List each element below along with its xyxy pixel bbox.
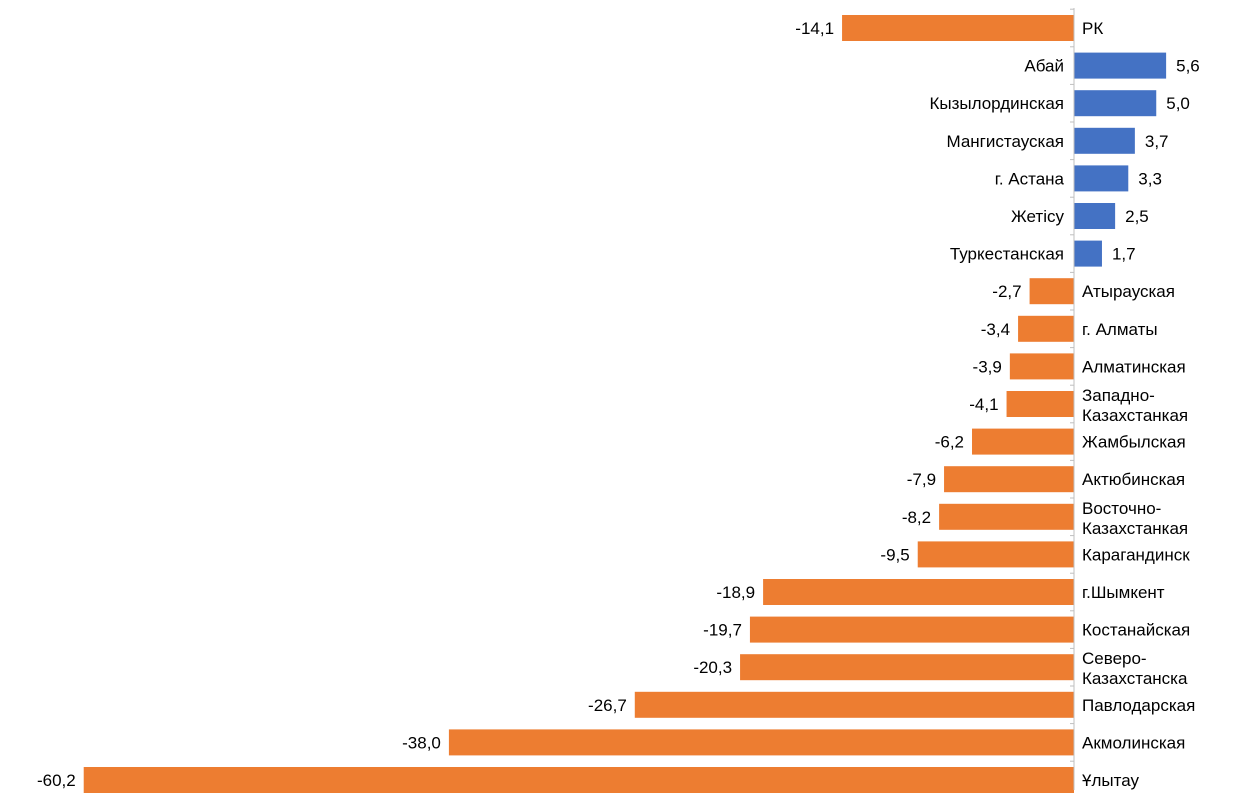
category-tick-label: Костанайская [1082, 621, 1190, 640]
data-label: -20,3 [693, 658, 732, 677]
data-label: -60,2 [37, 771, 76, 790]
category-tick-label: Абай [1024, 57, 1064, 76]
category-tick-label-line: Восточно- [1082, 499, 1161, 518]
bar [1074, 127, 1135, 154]
data-label: -3,9 [973, 357, 1002, 376]
data-label: 1,7 [1112, 245, 1136, 264]
bar [1009, 353, 1074, 380]
data-label: 3,7 [1145, 132, 1169, 151]
category-tick-label-line: Казахстанкая [1082, 406, 1188, 425]
category-tick-label-line: Казахстанкая [1082, 519, 1188, 538]
category-tick-label: Ұлытау [1082, 771, 1139, 790]
data-label: -3,4 [981, 320, 1010, 339]
category-tick-label: Мангистауская [946, 132, 1064, 151]
category-tick-label: Жетісу [1011, 207, 1064, 226]
bar [939, 503, 1074, 530]
category-tick-label: Павлодарская [1082, 696, 1195, 715]
bar [448, 729, 1074, 756]
bar [1074, 203, 1116, 229]
category-tick-label: Туркестанская [950, 245, 1064, 264]
data-label: -8,2 [902, 508, 931, 527]
bar [1006, 391, 1074, 417]
category-tick-label-line: Казахстанска [1082, 669, 1188, 688]
category-tick-label: Северо-Казахстанска [1082, 649, 1188, 688]
category-tick-label: Акмолинская [1082, 733, 1185, 752]
bar [917, 541, 1074, 568]
labels-layer: -14,1 РК 5,6 Абай 5,0 Кызылординская 3,7 Мангис… [37, 19, 1200, 790]
data-label: -26,7 [588, 696, 627, 715]
bar [972, 428, 1074, 455]
data-label: -38,0 [402, 733, 441, 752]
category-tick-label: Кызылординская [929, 94, 1064, 113]
bar [740, 654, 1074, 681]
bar [763, 579, 1074, 605]
bar [944, 466, 1074, 493]
data-label: -19,7 [703, 621, 742, 640]
bar [749, 616, 1074, 643]
category-tick-label: г.Шымкент [1082, 583, 1165, 602]
bar [1074, 240, 1102, 267]
bars-layer [83, 15, 1167, 793]
bar [1074, 90, 1157, 117]
category-tick-label: г. Алматы [1082, 320, 1158, 339]
bar [1029, 278, 1074, 305]
data-label: 5,6 [1176, 57, 1200, 76]
data-label: 5,0 [1166, 94, 1190, 113]
category-tick-label-line: Северо- [1082, 649, 1147, 668]
category-tick-label-line: Западно- [1082, 386, 1155, 405]
data-label: 2,5 [1125, 207, 1149, 226]
data-label: 3,3 [1138, 169, 1162, 188]
data-label: -4,1 [969, 395, 998, 414]
data-label: -6,2 [935, 433, 964, 452]
bar [83, 767, 1074, 793]
bar [634, 691, 1074, 718]
data-label: -18,9 [716, 583, 755, 602]
category-tick-label: Атырауская [1082, 282, 1175, 301]
data-label: -9,5 [880, 545, 909, 564]
data-label: -2,7 [992, 282, 1021, 301]
category-tick-label: Карагандинск [1082, 545, 1190, 564]
category-axis [1070, 8, 1075, 790]
category-tick-label: Жамбылская [1082, 433, 1186, 452]
category-tick-label: г. Астана [995, 169, 1065, 188]
category-tick-label: Алматинская [1082, 357, 1186, 376]
data-label: -7,9 [907, 470, 936, 489]
category-tick-label: Восточно-Казахстанкая [1082, 499, 1188, 538]
bar [842, 15, 1074, 41]
category-tick-label: Актюбинская [1082, 470, 1185, 489]
category-tick-label: Западно-Казахстанкая [1082, 386, 1188, 425]
bar [1074, 165, 1129, 192]
data-label: -14,1 [795, 19, 834, 38]
bar [1018, 315, 1074, 342]
category-tick-label: РК [1082, 19, 1103, 38]
bar [1074, 52, 1167, 79]
